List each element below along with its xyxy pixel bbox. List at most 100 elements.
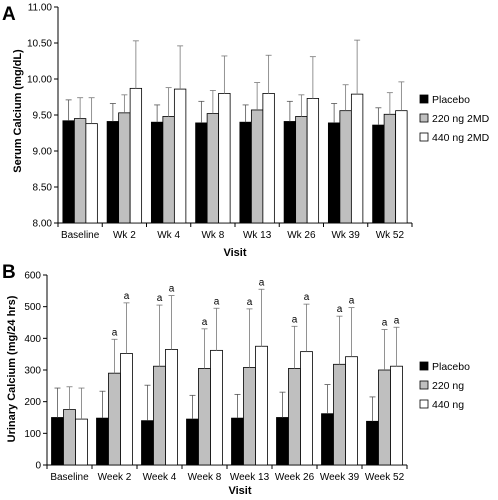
panel-b-label: B [2, 262, 16, 283]
panel-a-bar [162, 116, 175, 224]
panel-b-bar [63, 409, 76, 466]
panel-a-legend-swatch [419, 94, 429, 104]
panel-b-significance-label: a [157, 293, 163, 304]
panel-b-significance-label: a [337, 304, 343, 315]
panel-a-bar [383, 113, 397, 224]
panel-a-bar [62, 120, 75, 224]
panel-b-bar [210, 349, 223, 466]
panel-b-x-tick-label: Week 39 [320, 472, 360, 483]
panel-a-x-tick-label: Wk 52 [376, 230, 405, 241]
panel-b-bar [141, 420, 154, 466]
panel-a-bar [150, 121, 164, 224]
panel-b-x-tick-label: Week 4 [143, 472, 177, 483]
panel-b-x-tick-label: Baseline [50, 472, 89, 483]
panel-a-x-tick-label: Wk 4 [157, 230, 180, 241]
panel-b-bar [378, 369, 391, 466]
panel-a-x-tick-label: Wk 13 [243, 230, 272, 241]
panel-b-bar [51, 417, 64, 466]
panel-a-legend-label: 220 ng 2MD [432, 113, 490, 125]
panel-b-y-tick-label: 300 [24, 366, 41, 377]
panel-b-legend-swatch [419, 361, 429, 371]
panel-b-y-tick-label: 100 [24, 429, 41, 440]
panel-b-bar [276, 417, 289, 466]
panel-b-bar [300, 351, 313, 466]
panel-b-plot: 0 100 200 300 400 500 600 Baseline Week 2 Week 4 W… [24, 271, 470, 484]
panel-b-x-tick-label: Week 13 [230, 472, 270, 483]
panel-a-bar [73, 118, 87, 224]
panel-a-legend-swatch [419, 113, 429, 123]
panel-a-bar [195, 122, 208, 224]
panel-b-bar [186, 418, 199, 466]
panel-b-x-tick-label: Week 2 [98, 472, 132, 483]
panel-a-xlabel: Visit [223, 247, 246, 259]
panel-a-x-tick-label: Wk 39 [331, 230, 360, 241]
panel-b-bar [321, 413, 334, 466]
panel-b-bar [108, 372, 121, 466]
panel-a-bar [106, 121, 120, 224]
panel-b-y-tick-label: 200 [24, 397, 41, 408]
panel-b-x-tick-label: Week 52 [365, 472, 405, 483]
panel-a-y-tick-label: 11.00 [28, 3, 53, 14]
panel-a-bar [372, 124, 385, 224]
panel-a-bar [327, 122, 341, 224]
panel-b-significance-label: a [124, 291, 130, 302]
panel-b-legend-swatch [419, 380, 429, 390]
panel-a-bar [262, 93, 275, 224]
panel-b-significance-label: a [247, 297, 253, 308]
panel-a-bar [206, 113, 220, 224]
panel-a-bar [173, 88, 187, 224]
panel-b-significance-label: a [259, 277, 265, 288]
panel-b-y-tick-label: 600 [24, 271, 41, 282]
panel-a-bar [339, 110, 352, 224]
panel-b-bar [345, 356, 358, 466]
panel-b-bar [165, 349, 178, 466]
panel-a-legend-swatch [419, 132, 429, 142]
panel-a-x-tick-label: Baseline [61, 230, 100, 241]
panel-b-significance-label: a [292, 314, 298, 325]
panel-a-label: A [2, 4, 16, 25]
panel-a-bar [350, 93, 364, 224]
panel-a-bar [239, 121, 252, 224]
panel-b-bar [198, 368, 211, 466]
panel-b-bar [243, 367, 256, 466]
panel-b-x-tick-label: Week 26 [275, 472, 315, 483]
panel-b-bar [75, 418, 88, 466]
panel-a-bar [395, 110, 408, 224]
panel-b-significance-label: a [202, 317, 208, 328]
panel-a-y-tick-label: 10.00 [27, 75, 52, 86]
panel-a-bar [306, 98, 320, 224]
panel-b-legend-label: 440 ng [432, 399, 464, 411]
panel-b-significance-label: a [382, 317, 388, 328]
panel-a-bar [218, 93, 231, 224]
panel-b-significance-label: a [394, 315, 400, 326]
panel-b-bar [255, 345, 268, 466]
panel-a-x-tick-label: Wk 2 [113, 230, 136, 241]
panel-b-y-tick-label: 400 [24, 334, 41, 345]
panel-b-bar [153, 365, 166, 466]
panel-a-bar [85, 123, 98, 224]
panel-b-significance-label: a [169, 284, 175, 295]
panel-b-significance-label: a [349, 296, 355, 307]
panel-b-ylabel: Urinary Calcium (mg/24 hrs) [6, 295, 18, 442]
panel-b-significance-label: a [304, 292, 310, 303]
panel-a-x-tick-label: Wk 26 [287, 230, 316, 241]
panel-b-bar [96, 417, 109, 466]
panel-a-bar [129, 87, 143, 224]
panel-b-legend-label: Placebo [432, 361, 470, 373]
panel-b-bar [390, 365, 403, 466]
panel-b-x-tick-label: Week 8 [188, 472, 222, 483]
panel-a-plot: 8.00 8.50 9.00 9.50 10.00 10.50 11.00 Baseline W… [27, 3, 490, 242]
panel-a-legend-label: Placebo [432, 94, 470, 106]
panel-a-ylabel: Serum Calcium (mg/dL) [12, 49, 24, 173]
panel-b-xlabel: Visit [228, 485, 251, 497]
panel-a-x-tick-label: Wk 8 [201, 230, 224, 241]
panel-b-significance-label: a [214, 296, 220, 307]
panel-a-bar [118, 112, 131, 224]
panel-b-bar [120, 353, 133, 466]
panel-a-bar [295, 116, 308, 224]
panel-a-y-tick-label: 10.50 [27, 39, 52, 50]
panel-a-y-tick-label: 9.00 [33, 147, 53, 158]
panel-a-y-tick-label: 9.50 [33, 111, 53, 122]
panel-b-bar [288, 368, 301, 466]
